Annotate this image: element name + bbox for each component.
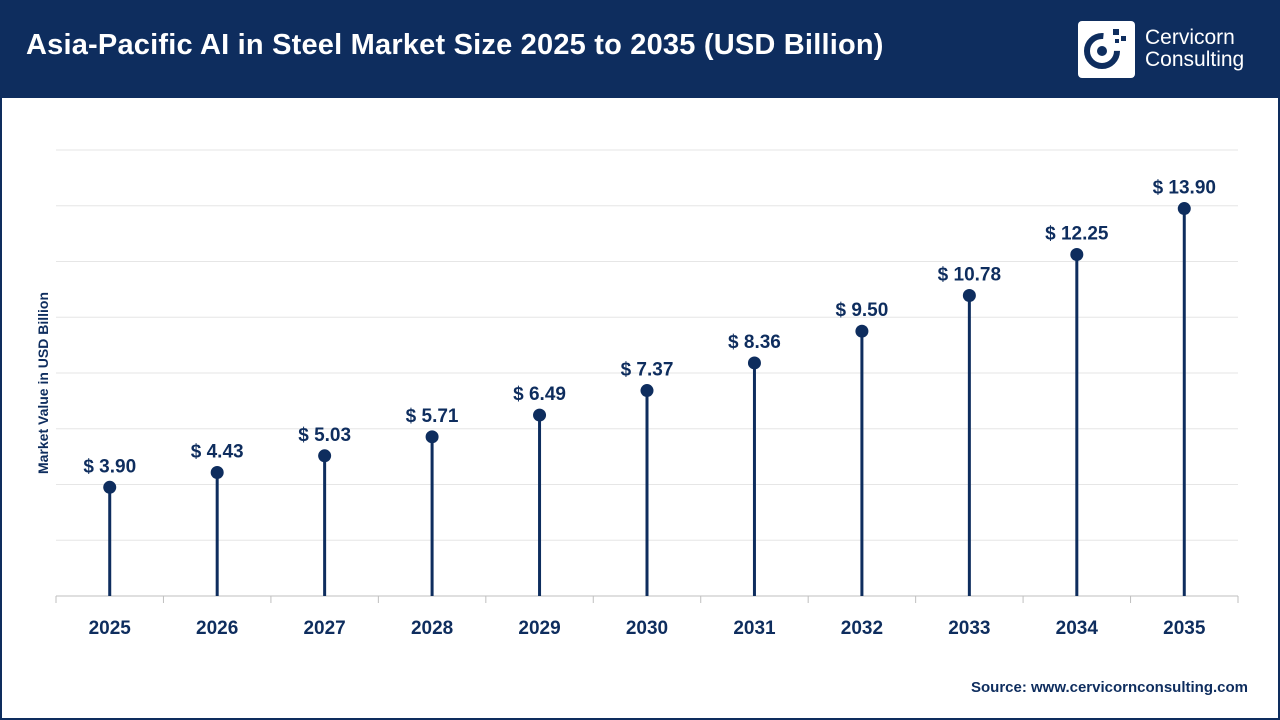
data-label: $ 13.90: [1153, 178, 1216, 199]
lollipop-point: [533, 408, 547, 422]
header-bar: Asia-Pacific AI in Steel Market Size 202…: [2, 2, 1278, 98]
x-tick-label: 2030: [626, 618, 668, 639]
brand-name-line1: Cervicorn: [1145, 26, 1235, 49]
x-tick-label: 2034: [1056, 618, 1099, 639]
brand-name-line2: Consulting: [1145, 48, 1245, 71]
x-tick-label: 2027: [303, 618, 345, 639]
x-tick-label: 2028: [411, 618, 453, 639]
data-label: $ 6.49: [513, 384, 566, 405]
lollipop-point: [103, 480, 117, 494]
page-title: Asia-Pacific AI in Steel Market Size 202…: [26, 29, 884, 61]
x-tick-label: 2029: [518, 618, 560, 639]
lollipop-point: [318, 449, 332, 463]
data-label: $ 10.78: [938, 265, 1001, 286]
lollipop-point: [1070, 248, 1084, 262]
x-tick-label: 2035: [1163, 618, 1206, 639]
data-label: $ 5.71: [406, 406, 459, 427]
lollipop-point: [425, 430, 439, 444]
lollipop-point: [1177, 202, 1191, 216]
y-axis-label: Market Value in USD Billion: [35, 292, 51, 474]
data-label: $ 4.43: [191, 442, 244, 463]
data-label: $ 8.36: [728, 332, 781, 353]
cervicorn-logo-icon: [1078, 21, 1135, 78]
lollipop-point: [747, 356, 761, 370]
lollipop-point: [640, 384, 654, 398]
x-tick-label: 2031: [733, 618, 776, 639]
data-label: $ 7.37: [621, 360, 674, 381]
lollipop-point: [855, 324, 869, 338]
data-label: $ 12.25: [1045, 224, 1109, 245]
data-label: $ 5.03: [298, 425, 351, 446]
x-tick-label: 2033: [948, 618, 990, 639]
brand-name: Cervicorn Consulting: [1145, 27, 1244, 71]
x-tick-label: 2032: [841, 618, 883, 639]
data-label: $ 9.50: [835, 300, 888, 321]
x-tick-label: 2025: [89, 618, 132, 639]
x-tick-label: 2026: [196, 618, 238, 639]
data-label: $ 3.90: [83, 456, 136, 477]
lollipop-point: [210, 466, 224, 480]
lollipop-point: [962, 289, 976, 303]
source-note: Source: www.cervicornconsulting.com: [970, 679, 1248, 696]
